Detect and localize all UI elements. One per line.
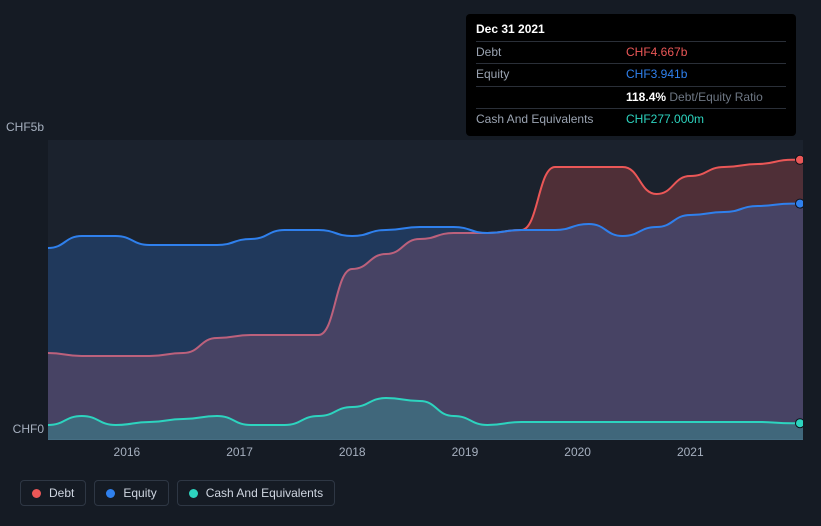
tooltip-label xyxy=(476,88,596,107)
y-axis-label-max: CHF5b xyxy=(0,120,44,134)
tooltip-value: CHF277.000m xyxy=(626,110,704,129)
tooltip-ratio-value: 118.4% xyxy=(626,90,666,104)
tooltip-row-ratio: 118.4% Debt/Equity Ratio xyxy=(476,86,786,108)
x-tick: 2018 xyxy=(339,445,366,459)
chart-plot-area xyxy=(48,140,803,440)
legend-item[interactable]: Debt xyxy=(20,480,86,506)
legend-item[interactable]: Equity xyxy=(94,480,168,506)
tooltip-ratio: 118.4% Debt/Equity Ratio xyxy=(626,88,763,107)
legend-dot xyxy=(189,489,198,498)
tooltip-value: CHF3.941b xyxy=(626,65,687,84)
tooltip-label: Equity xyxy=(476,65,596,84)
x-axis: 2016 2017 2018 2019 2020 2021 xyxy=(48,445,803,465)
legend-item[interactable]: Cash And Equivalents xyxy=(177,480,335,506)
tooltip-ratio-label: Debt/Equity Ratio xyxy=(669,90,762,104)
chart-svg xyxy=(48,140,803,440)
legend-label: Cash And Equivalents xyxy=(206,486,323,500)
x-tick: 2020 xyxy=(564,445,591,459)
tooltip-row-cash: Cash And Equivalents CHF277.000m xyxy=(476,108,786,130)
tooltip-row-equity: Equity CHF3.941b xyxy=(476,63,786,85)
legend-dot xyxy=(32,489,41,498)
legend-dot xyxy=(106,489,115,498)
tooltip-value: CHF4.667b xyxy=(626,43,687,62)
y-axis-label-min: CHF0 xyxy=(0,422,44,436)
x-tick: 2019 xyxy=(452,445,479,459)
chart-legend: Debt Equity Cash And Equivalents xyxy=(20,480,335,506)
x-tick: 2016 xyxy=(114,445,141,459)
tooltip-row-debt: Debt CHF4.667b xyxy=(476,41,786,63)
tooltip-date: Dec 31 2021 xyxy=(476,20,786,39)
tooltip-label: Cash And Equivalents xyxy=(476,110,596,129)
x-tick: 2021 xyxy=(677,445,704,459)
legend-label: Debt xyxy=(49,486,74,500)
legend-label: Equity xyxy=(123,486,156,500)
chart-tooltip: Dec 31 2021 Debt CHF4.667b Equity CHF3.9… xyxy=(466,14,796,136)
tooltip-label: Debt xyxy=(476,43,596,62)
x-tick: 2017 xyxy=(226,445,253,459)
